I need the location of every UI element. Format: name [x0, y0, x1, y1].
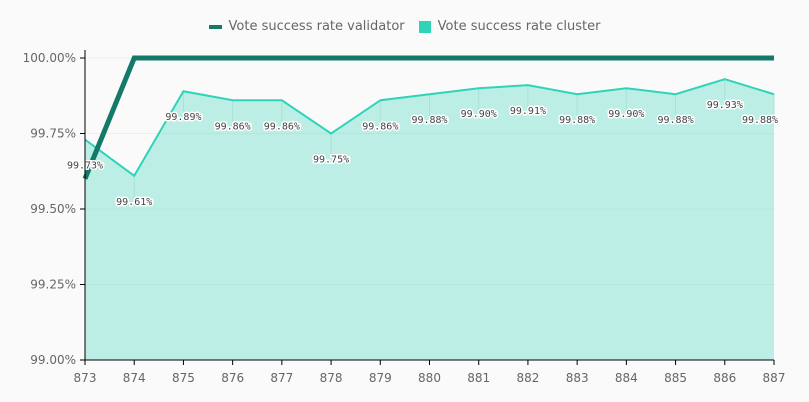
- cluster-data-label: 99.88%: [559, 115, 595, 126]
- y-tick-label: 99.25%: [30, 278, 76, 292]
- x-tick-label: 887: [763, 371, 786, 385]
- legend: Vote success rate validator Vote success…: [0, 19, 809, 34]
- cluster-line: [84, 78, 775, 178]
- cluster-data-label: 99.90%: [461, 109, 497, 120]
- cluster-data-label: 99.88%: [411, 115, 447, 126]
- legend-label-validator: Vote success rate validator: [228, 19, 405, 34]
- legend-item-validator[interactable]: Vote success rate validator: [208, 19, 405, 34]
- cluster-data-label: 99.86%: [264, 121, 300, 132]
- y-tick-label: 99.50%: [30, 202, 76, 216]
- cluster-area: [85, 79, 774, 360]
- cluster-data-label: 99.75%: [313, 155, 349, 166]
- x-tick-label: 884: [615, 371, 638, 385]
- cluster-data-label: 99.61%: [116, 197, 152, 208]
- x-tick-label: 879: [369, 371, 392, 385]
- x-tick-label: 877: [270, 371, 293, 385]
- x-tick-label: 882: [516, 371, 539, 385]
- x-tick-label: 875: [172, 371, 195, 385]
- legend-swatch-cluster: [418, 20, 431, 33]
- y-tick-label: 99.00%: [30, 353, 76, 367]
- legend-label-cluster: Vote success rate cluster: [437, 19, 601, 34]
- x-tick-label: 874: [123, 371, 146, 385]
- legend-item-cluster[interactable]: Vote success rate cluster: [418, 19, 601, 34]
- cluster-data-label: 99.86%: [215, 121, 251, 132]
- validator-line: [82, 55, 774, 180]
- legend-swatch-validator: [208, 24, 222, 29]
- y-tick-label: 99.75%: [30, 127, 76, 141]
- cluster-data-label: 99.91%: [510, 106, 546, 117]
- cluster-data-label: 99.88%: [658, 115, 694, 126]
- cluster-data-label: 99.89%: [165, 112, 201, 123]
- x-tick-label: 881: [467, 371, 490, 385]
- x-tick-label: 878: [320, 371, 343, 385]
- x-tick-label: 880: [418, 371, 441, 385]
- x-tick-label: 883: [566, 371, 589, 385]
- cluster-data-label: 99.90%: [608, 109, 644, 120]
- cluster-data-label: 99.86%: [362, 121, 398, 132]
- x-tick-label: 873: [74, 371, 97, 385]
- y-tick-label: 100.00%: [23, 51, 76, 65]
- x-tick-label: 876: [221, 371, 244, 385]
- x-tick-label: 885: [664, 371, 687, 385]
- cluster-data-label: 99.88%: [742, 115, 778, 126]
- x-tick-label: 886: [713, 371, 736, 385]
- cluster-data-label: 99.93%: [707, 100, 743, 111]
